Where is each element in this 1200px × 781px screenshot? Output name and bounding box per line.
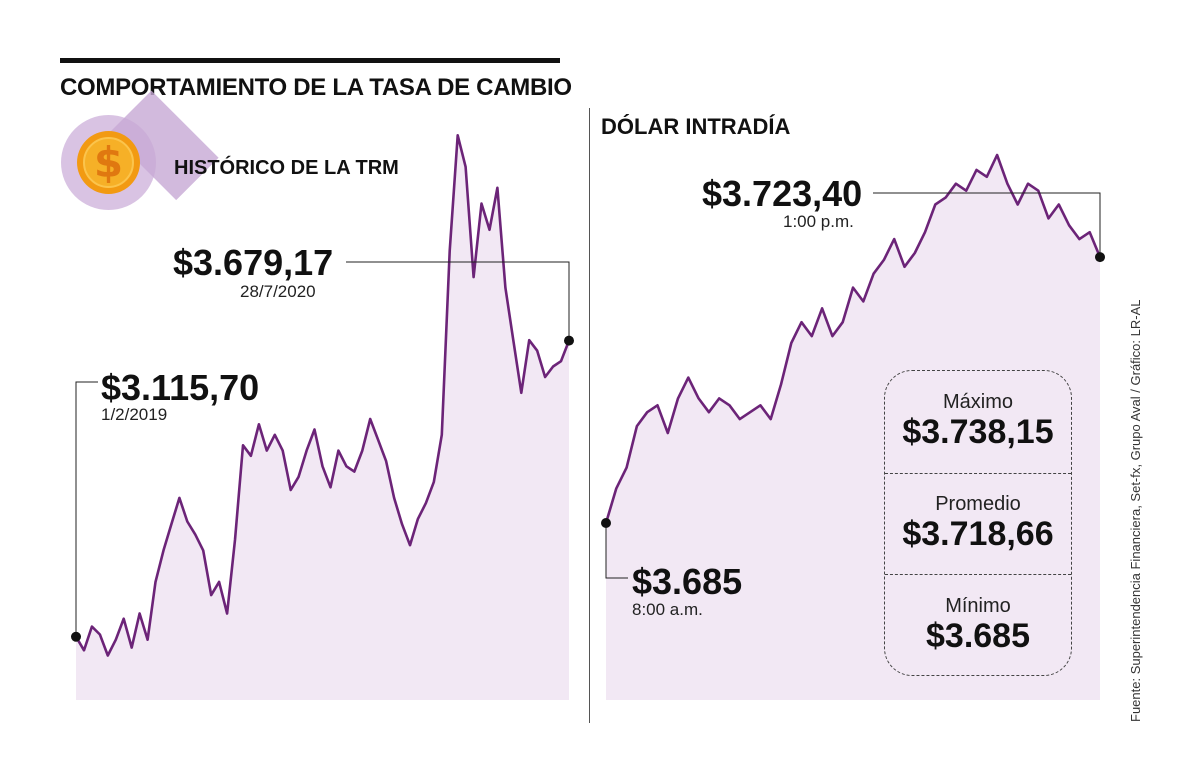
intraday-area-fill [606,155,1100,700]
intraday-chart-title: DÓLAR INTRADÍA [601,114,791,139]
min-value: $3.685 [926,617,1030,655]
intraday-end-leader [873,192,1101,258]
intraday-end-marker [1095,252,1105,263]
avg-value: $3.718,66 [902,515,1054,553]
source-note: Fuente: Superintendencia Financiera, Set… [1128,299,1143,722]
max-label: Máximo [942,391,1013,413]
stats-separator [885,473,1071,474]
intraday-start-time: 8:00 a.m. [632,600,703,619]
dollar-sign-icon: $ [93,138,124,187]
min-label: Mínimo [945,595,1011,617]
historic-start-marker [71,631,81,642]
max-value: $3.738,15 [902,413,1054,451]
historic-end-marker [564,335,574,346]
historic-start-value: $3.115,70 [101,367,260,408]
historic-end-leader [346,261,570,341]
historic-series-line [74,134,571,657]
title-rule [60,58,560,63]
historic-start-date: 1/2/2019 [101,405,168,424]
intraday-end-value: $3.723,40 [702,173,863,214]
avg-label: Promedio [935,493,1021,515]
stats-separator [885,574,1071,575]
historic-end-date: 28/7/2020 [240,282,316,301]
dollar-coin-icon: $ [61,90,219,210]
historic-chart-title: HISTÓRICO DE LA TRM [174,157,399,179]
coin-face [83,137,134,188]
intraday-end-time: 1:00 p.m. [783,212,854,231]
intraday-start-value: $3.685 [632,561,743,602]
intraday-start-leader [605,523,628,579]
intraday-start-marker [601,518,611,528]
intraday-series-line [604,153,1102,524]
historic-area-fill [76,135,569,701]
historic-end-value: $3.679,17 [173,242,334,283]
stats-box: Máximo $3.738,15 Promedio $3.718,66 Míni… [884,370,1072,676]
panel-divider [589,108,590,723]
historic-start-leader [75,381,98,637]
